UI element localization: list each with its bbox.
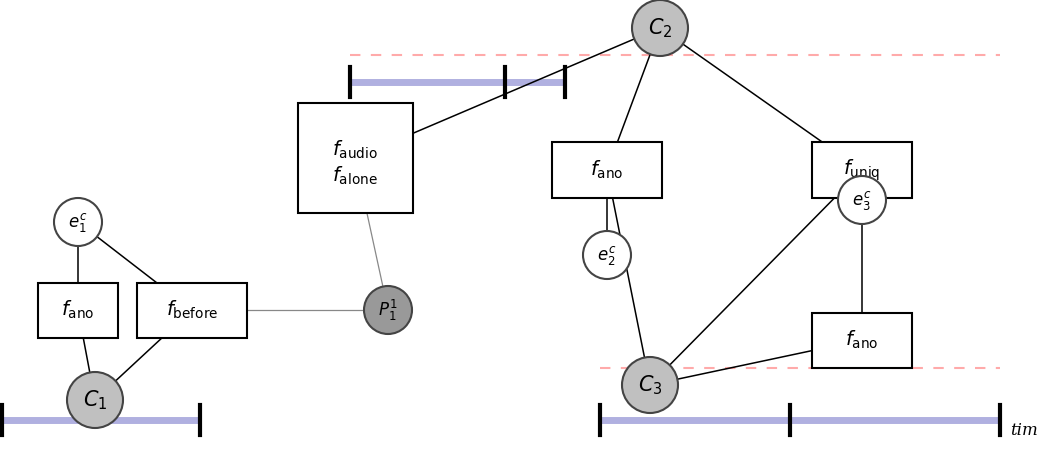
Text: $P_1^1$: $P_1^1$	[378, 298, 398, 323]
Ellipse shape	[364, 286, 412, 334]
Text: $f_{\mathrm{ano}}$: $f_{\mathrm{ano}}$	[590, 159, 624, 181]
Ellipse shape	[67, 372, 123, 428]
FancyBboxPatch shape	[812, 142, 912, 198]
Text: $f_{\mathrm{ano}}$: $f_{\mathrm{ano}}$	[846, 329, 879, 351]
Text: $C_2$: $C_2$	[648, 16, 672, 40]
Ellipse shape	[632, 0, 687, 56]
Text: $C_1$: $C_1$	[83, 388, 107, 412]
Text: tim: tim	[1010, 421, 1038, 438]
FancyBboxPatch shape	[812, 312, 912, 367]
Ellipse shape	[583, 231, 631, 279]
Text: $f_{\mathrm{ano}}$: $f_{\mathrm{ano}}$	[61, 299, 94, 321]
Text: $e_3^c$: $e_3^c$	[852, 188, 872, 212]
Text: $f_{\mathrm{alone}}$: $f_{\mathrm{alone}}$	[332, 165, 378, 187]
Text: $e_1^c$: $e_1^c$	[68, 211, 88, 233]
Text: $f_{\mathrm{before}}$: $f_{\mathrm{before}}$	[166, 299, 218, 321]
Ellipse shape	[54, 198, 102, 246]
Text: $C_3$: $C_3$	[637, 373, 662, 397]
Text: $e_2^c$: $e_2^c$	[597, 244, 616, 266]
Ellipse shape	[623, 357, 678, 413]
FancyBboxPatch shape	[137, 283, 247, 338]
Text: $f_{\mathrm{uniq}}$: $f_{\mathrm{uniq}}$	[844, 157, 880, 183]
Text: $f_{\mathrm{audio}}$: $f_{\mathrm{audio}}$	[332, 139, 378, 161]
FancyBboxPatch shape	[552, 142, 662, 198]
FancyBboxPatch shape	[298, 103, 413, 213]
FancyBboxPatch shape	[38, 283, 118, 338]
Ellipse shape	[838, 176, 886, 224]
